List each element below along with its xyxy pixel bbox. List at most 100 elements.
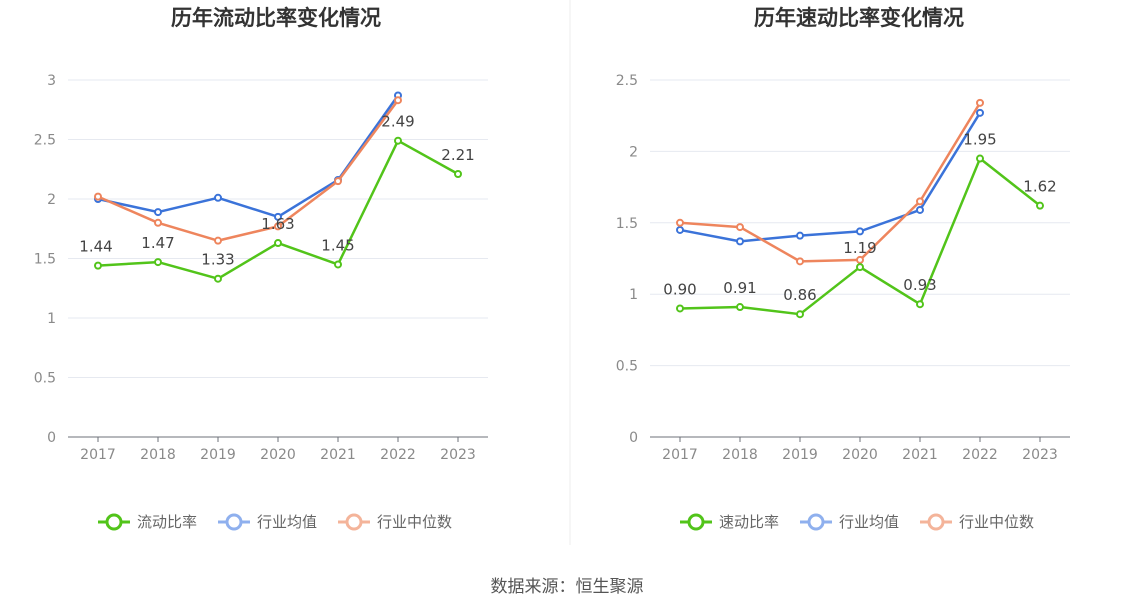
data-label: 0.86 (783, 286, 816, 304)
data-label: 1.95 (963, 131, 996, 149)
data-point[interactable] (976, 108, 984, 117)
data-point[interactable] (676, 225, 684, 234)
data-label: 1.63 (261, 215, 294, 233)
quick-ratio-chart: 历年速动比率变化情况 0 0.5 1 1.5 2 2.5 2017 2018 2019 2020 20… (616, 6, 1070, 531)
data-point[interactable] (976, 154, 984, 163)
legend-marker-icon (687, 513, 705, 531)
x-tick-label: 2018 (140, 447, 176, 463)
data-point[interactable] (274, 239, 282, 248)
data-label: 1.47 (141, 234, 174, 252)
chart-title: 历年速动比率变化情况 (754, 6, 964, 30)
x-tick-label: 2022 (380, 447, 416, 463)
legend-item-0[interactable]: 速动比率 (680, 513, 779, 531)
legend-item-2[interactable]: 行业中位数 (338, 513, 452, 531)
series-line-1 (679, 112, 982, 243)
x-tick-label: 2020 (260, 447, 296, 463)
data-point[interactable] (736, 237, 744, 246)
x-tick-label: 2021 (320, 447, 356, 463)
x-tick-label: 2023 (1022, 447, 1058, 463)
x-tick-label: 2023 (440, 447, 476, 463)
data-point[interactable] (796, 310, 804, 319)
legend-marker-icon (345, 513, 363, 531)
data-point[interactable] (154, 218, 162, 227)
data-point[interactable] (454, 170, 462, 179)
y-tick-label: 1.5 (34, 252, 56, 268)
legend-item-1[interactable]: 行业均值 (800, 513, 899, 531)
y-tick-label: 1 (629, 287, 638, 303)
data-label: 0.90 (663, 280, 696, 298)
legend-marker-icon (225, 513, 243, 531)
data-point[interactable] (334, 260, 342, 269)
data-label: 1.44 (79, 238, 112, 256)
series-line-2 (97, 99, 400, 242)
data-point[interactable] (94, 261, 102, 270)
legend-item-1[interactable]: 行业均值 (218, 513, 317, 531)
x-tick-label: 2017 (80, 447, 116, 463)
y-tick-label: 2 (629, 144, 638, 160)
x-tick-label: 2019 (782, 447, 818, 463)
data-point[interactable] (214, 274, 222, 283)
data-point[interactable] (976, 98, 984, 107)
x-tick-label: 2017 (662, 447, 698, 463)
data-label: 1.19 (843, 239, 876, 257)
current-ratio-chart: 历年流动比率变化情况 0 0.5 1 1.5 2 2.5 3 2017 2018 2019 2020 2… (34, 6, 488, 531)
data-point[interactable] (274, 222, 282, 231)
y-tick-label: 0 (629, 430, 638, 446)
data-point[interactable] (856, 263, 864, 272)
legend-label: 流动比率 (137, 513, 197, 531)
y-tick-label: 2 (47, 192, 56, 208)
y-tick-label: 2.5 (616, 73, 638, 89)
data-label: 0.93 (903, 276, 936, 294)
y-tick-label: 1 (47, 311, 56, 327)
data-label: 1.62 (1023, 178, 1056, 196)
y-tick-label: 0.5 (34, 371, 56, 387)
data-label: 0.91 (723, 279, 756, 297)
data-point[interactable] (856, 227, 864, 236)
y-tick-label: 3 (47, 73, 56, 89)
y-tick-label: 1.5 (616, 216, 638, 232)
legend-label: 速动比率 (719, 513, 779, 531)
x-tick-label: 2019 (200, 447, 236, 463)
legend-item-0[interactable]: 流动比率 (98, 513, 197, 531)
data-point[interactable] (676, 304, 684, 313)
data-point[interactable] (214, 236, 222, 245)
data-point[interactable] (856, 255, 864, 264)
legend-label: 行业中位数 (959, 513, 1034, 531)
data-label: 2.49 (381, 113, 414, 131)
data-point[interactable] (334, 177, 342, 186)
data-point[interactable] (154, 258, 162, 267)
data-label: 1.45 (321, 236, 354, 254)
data-point[interactable] (736, 303, 744, 312)
data-point[interactable] (394, 136, 402, 145)
y-tick-label: 0.5 (616, 359, 638, 375)
legend-marker-icon (105, 513, 123, 531)
data-point[interactable] (676, 218, 684, 227)
data-point[interactable] (94, 192, 102, 201)
legend-item-2[interactable]: 行业中位数 (920, 513, 1034, 531)
legend-label: 行业中位数 (377, 513, 452, 531)
data-point[interactable] (916, 197, 924, 206)
data-point[interactable] (274, 212, 282, 221)
data-point[interactable] (916, 300, 924, 309)
legend-label: 行业均值 (839, 513, 899, 531)
data-label: 2.21 (441, 146, 474, 164)
data-point[interactable] (736, 223, 744, 232)
series-line-2 (679, 102, 982, 263)
chart-title: 历年流动比率变化情况 (171, 6, 381, 30)
data-label: 1.33 (201, 251, 234, 269)
x-tick-label: 2020 (842, 447, 878, 463)
data-point[interactable] (394, 96, 402, 105)
data-point[interactable] (796, 231, 804, 240)
data-point[interactable] (154, 208, 162, 217)
legend-marker-icon (927, 513, 945, 531)
x-tick-label: 2021 (902, 447, 938, 463)
x-tick-label: 2018 (722, 447, 758, 463)
data-point[interactable] (796, 257, 804, 266)
data-point[interactable] (214, 193, 222, 202)
legend-marker-icon (807, 513, 825, 531)
data-source-text: 数据来源：恒生聚源 (491, 577, 644, 597)
data-point[interactable] (916, 205, 924, 214)
y-tick-label: 0 (47, 430, 56, 446)
data-point[interactable] (1036, 201, 1044, 210)
